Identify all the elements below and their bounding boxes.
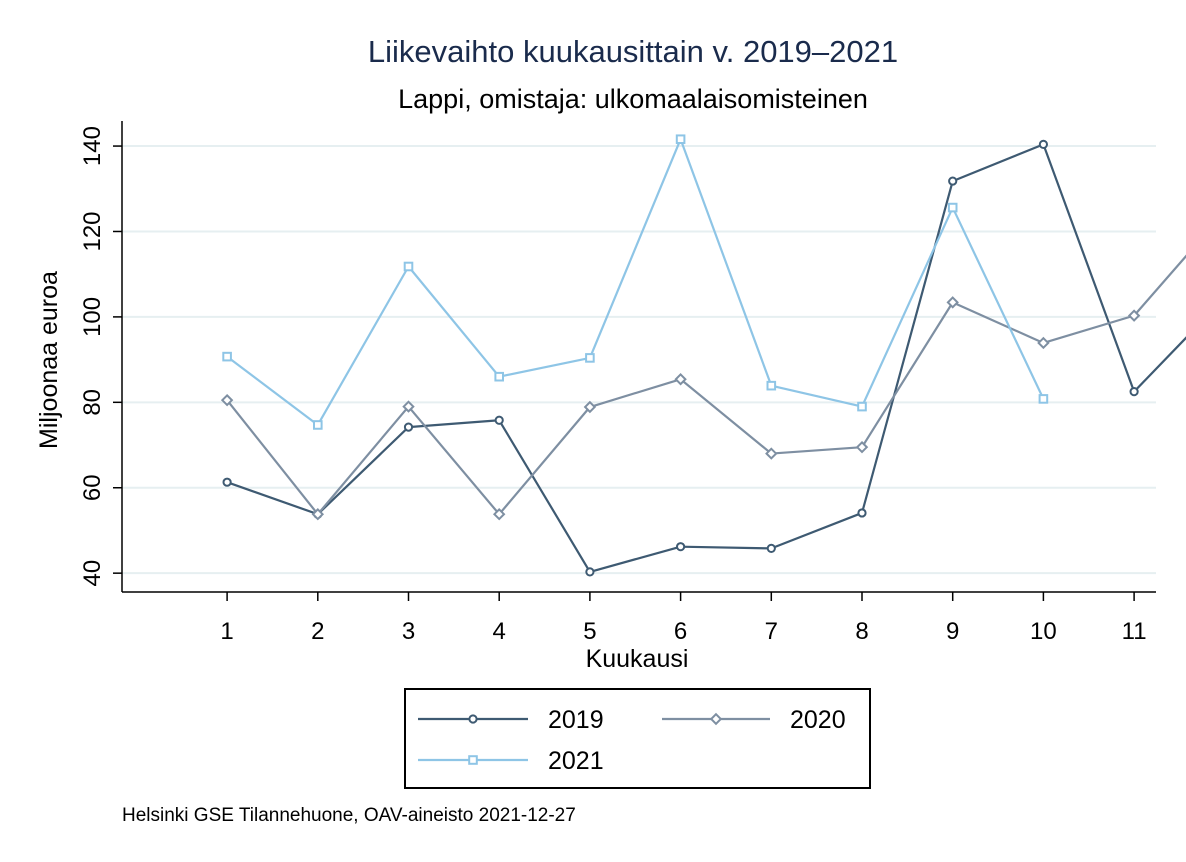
legend-item-2019: 2019	[418, 706, 604, 734]
chart-title: Liikevaihto kuukausittain v. 2019–2021	[368, 34, 898, 69]
x-tick-label-2: 3	[402, 618, 415, 645]
y-axis-label: Miljoonaa euroa	[35, 271, 63, 449]
data-point-2021-10	[1038, 394, 1049, 404]
legend-marker-2021	[468, 755, 478, 765]
data-point-2019-10	[1038, 139, 1049, 149]
legend-label-2019: 2019	[548, 706, 604, 734]
data-point-2019-7	[766, 543, 776, 553]
y-tick-label-2: 80	[79, 389, 106, 416]
y-tick-label-3: 100	[79, 297, 106, 337]
series-2021	[222, 134, 1049, 430]
data-point-2020-8	[855, 440, 869, 454]
data-point-2019-8	[857, 508, 867, 518]
series-line-2019	[226, 143, 1186, 573]
axes: 406080100120140123456789101112	[79, 121, 1156, 645]
data-point-2021-8	[857, 401, 867, 412]
y-tick-label-4: 120	[79, 211, 106, 251]
legend-item-2021: 2021	[418, 747, 604, 775]
grid-lines	[122, 145, 1156, 575]
legend-item-2020: 2020	[662, 706, 846, 734]
data-point-2021-6	[675, 134, 686, 145]
data-point-2019-6	[676, 542, 686, 552]
series-lines	[220, 134, 1186, 577]
data-point-2021-9	[947, 202, 958, 213]
x-tick-label-7: 8	[855, 618, 868, 645]
x-tick-label-4: 5	[583, 618, 596, 645]
series-line-2021	[226, 138, 1045, 427]
x-tick-label-8: 9	[946, 618, 959, 645]
data-point-2020-5	[583, 400, 597, 414]
legend-label-2020: 2020	[790, 706, 846, 734]
x-tick-label-0: 1	[220, 618, 233, 645]
source-note: Helsinki GSE Tilannehuone, OAV-aineisto …	[122, 805, 576, 826]
data-point-2020-10	[1037, 336, 1050, 350]
data-point-2019-1	[222, 477, 232, 487]
data-point-2021-5	[585, 353, 595, 363]
series-2020	[220, 254, 1186, 521]
series-line-2020	[226, 254, 1186, 516]
y-tick-label-1: 60	[79, 474, 106, 501]
x-tick-label-10: 11	[1122, 618, 1147, 645]
data-point-2019-11	[1129, 387, 1139, 397]
data-point-2021-2	[313, 420, 323, 430]
x-axis-label: Kuukausi	[586, 645, 689, 673]
data-point-2021-7	[766, 380, 777, 391]
x-tick-label-9: 10	[1030, 618, 1057, 645]
data-point-2020-3	[402, 400, 415, 413]
data-point-2020-1	[220, 393, 234, 407]
x-tick-label-3: 4	[493, 618, 506, 645]
data-point-2020-11	[1127, 309, 1141, 322]
legend-marker-2019	[468, 714, 478, 724]
data-point-2021-1	[222, 351, 232, 362]
legend-label-2021: 2021	[548, 747, 604, 775]
data-point-2021-3	[403, 261, 414, 272]
x-tick-label-5: 6	[674, 618, 687, 645]
data-point-2020-2	[311, 508, 325, 521]
y-tick-label-0: 40	[79, 560, 106, 587]
legend-marker-2020	[709, 712, 723, 726]
data-point-2019-9	[948, 176, 958, 186]
data-point-2020-7	[765, 447, 778, 460]
legend: 2019 2020 2021	[404, 688, 871, 789]
data-point-2020-9	[946, 296, 959, 309]
y-tick-label-5: 140	[79, 126, 106, 166]
legend-box	[404, 688, 871, 789]
data-point-2021-4	[494, 371, 504, 382]
data-point-2019-3	[403, 422, 414, 432]
data-point-2020-6	[674, 373, 687, 386]
x-tick-label-6: 7	[765, 618, 778, 645]
chart-subtitle: Lappi, omistaja: ulkomaalaisomisteinen	[398, 84, 868, 114]
data-point-2020-4	[492, 508, 506, 521]
data-point-2019-5	[585, 567, 595, 577]
x-tick-label-1: 2	[311, 618, 324, 645]
data-point-2019-4	[494, 415, 504, 425]
